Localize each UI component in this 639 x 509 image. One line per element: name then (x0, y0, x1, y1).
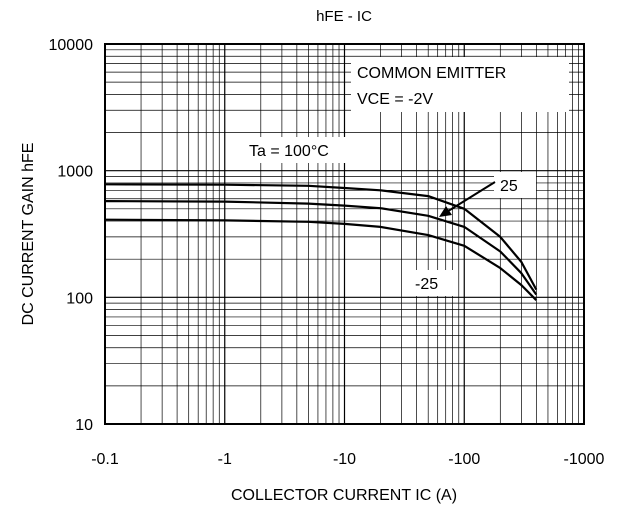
y-tick-label: 10000 (49, 37, 94, 54)
annotation-25: 25 (500, 178, 518, 195)
label-25-bg (494, 172, 536, 198)
x-tick-label: -10 (333, 451, 356, 468)
x-axis-label: COLLECTOR CURRENT IC (A) (231, 487, 457, 504)
y-axis-label: DC CURRENT GAIN hFE (20, 143, 37, 326)
series-line-2 (104, 200, 538, 296)
grid (104, 44, 584, 425)
plot-frame (104, 43, 585, 425)
y-tick-label: 10 (75, 417, 93, 434)
annotation-vce: VCE = -2V (357, 91, 433, 108)
x-tick-label: -0.1 (91, 451, 119, 468)
series-line-3 (104, 218, 538, 301)
arrow-25-head (439, 206, 452, 217)
arrow-25-line (444, 181, 496, 214)
annotation-minus-25: -25 (415, 276, 438, 293)
x-tick-label: -100 (448, 451, 480, 468)
series-line-1 (104, 183, 538, 291)
series-group (104, 183, 538, 301)
x-tick-label: -1 (218, 451, 232, 468)
annotation-ta-100: Ta = 100°C (249, 143, 329, 160)
annotation-common-emitter: COMMON EMITTER (357, 65, 506, 82)
label-m25-bg (411, 270, 455, 296)
y-tick-label: 100 (66, 290, 93, 307)
x-tick-label: -1000 (564, 451, 605, 468)
chart-title: hFE - IC (316, 8, 372, 25)
annotation-box (351, 57, 569, 112)
ta-label-bg (244, 137, 372, 163)
tick-labels: -0.1 -1 -10 -100 -1000 10 100 1000 10000 (49, 37, 605, 468)
y-tick-label: 1000 (57, 164, 93, 181)
